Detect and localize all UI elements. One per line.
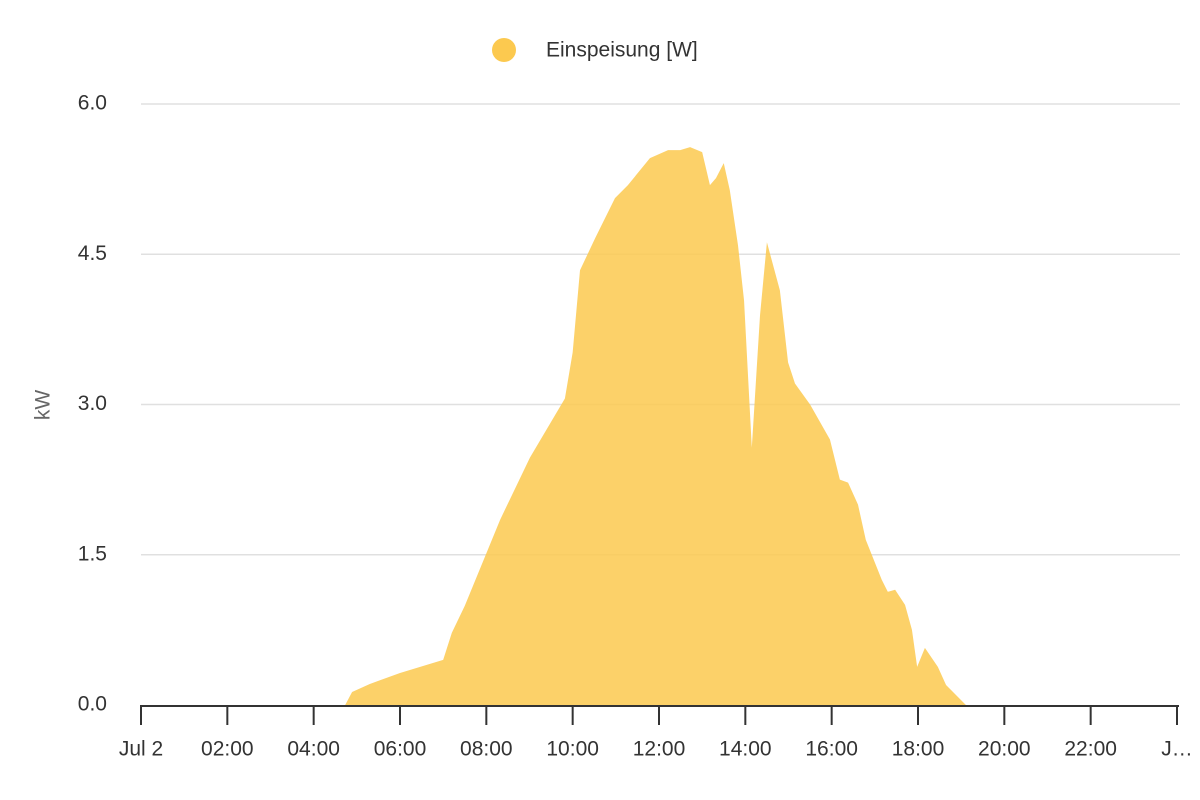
x-tick-label: Jul 2	[119, 738, 163, 761]
y-tick-label: 1.5	[78, 542, 107, 565]
x-tick-label: 12:00	[633, 738, 686, 761]
y-tick-label: 3.0	[78, 392, 107, 415]
legend-marker	[492, 38, 516, 62]
x-tick-label: 20:00	[978, 738, 1031, 761]
x-tick-label: 02:00	[201, 738, 254, 761]
x-tick-label: 18:00	[892, 738, 945, 761]
y-tick-label: 6.0	[78, 92, 107, 115]
x-tick-label: J…	[1161, 738, 1193, 761]
x-tick-label: 04:00	[287, 738, 340, 761]
y-tick-label: 0.0	[78, 693, 107, 716]
legend-label[interactable]: Einspeisung [W]	[546, 39, 698, 62]
x-tick-label: 08:00	[460, 738, 513, 761]
x-tick-label: 16:00	[805, 738, 858, 761]
x-tick-label: 14:00	[719, 738, 772, 761]
area	[345, 147, 966, 706]
y-tick-label: 4.5	[78, 242, 107, 265]
x-tick-label: 10:00	[546, 738, 599, 761]
x-tick-label: 06:00	[374, 738, 427, 761]
x-tick-label: 22:00	[1064, 738, 1117, 761]
y-axis-label: kW	[32, 390, 55, 421]
